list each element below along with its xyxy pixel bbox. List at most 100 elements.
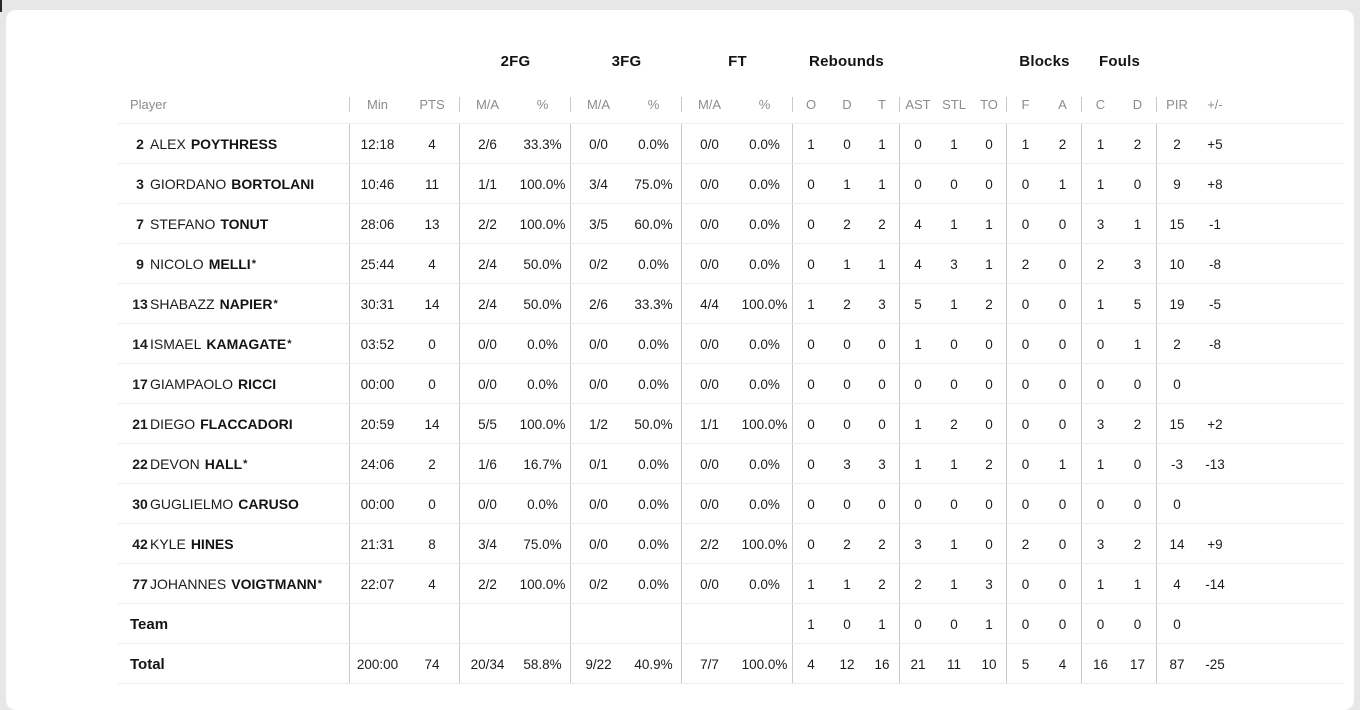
stat-plus-minus: -13 xyxy=(1205,456,1225,472)
player-first-name: STEFANO xyxy=(150,216,216,232)
stat-to: 1 xyxy=(972,604,1007,644)
stat-pts: 2 xyxy=(405,444,460,484)
player-cell[interactable]: 13 SHABAZZ NAPIER * xyxy=(124,284,350,324)
col-header-reb-d: D xyxy=(842,96,852,112)
stat-ft-ma: 0/0 xyxy=(700,136,719,152)
col-header-pts: PTS xyxy=(405,96,460,112)
stat-min: 21:31 xyxy=(360,536,395,552)
stat-to: 0 xyxy=(972,524,1007,564)
stat-reb-o: 0 xyxy=(807,376,815,392)
stat-blocks-f: 0 xyxy=(1021,176,1030,192)
stat-fouls-d: 2 xyxy=(1119,124,1157,164)
stat-fouls-c: 16 xyxy=(1092,656,1109,672)
stat-blocks-a: 0 xyxy=(1044,524,1082,564)
stat-2fg-pct: 100.0% xyxy=(515,164,571,204)
stat-ast: 1 xyxy=(914,456,922,472)
player-number: 30 xyxy=(132,496,148,512)
stat-min: 00:00 xyxy=(360,376,395,392)
stat-stl: 3 xyxy=(950,256,958,272)
stat-fouls-c: 3 xyxy=(1096,216,1105,232)
player-number: 17 xyxy=(132,376,148,392)
stat-3fg-pct xyxy=(626,604,682,644)
player-cell[interactable]: 17 GIAMPAOLO RICCI xyxy=(124,364,350,404)
stat-to: 0 xyxy=(972,364,1007,404)
stat-pir: 15 xyxy=(1169,416,1185,432)
stat-stl: 1 xyxy=(950,136,958,152)
stat-min: 200:00 xyxy=(356,656,399,672)
stat-2fg-ma: 2/4 xyxy=(478,256,497,272)
group-header-rebounds: Rebounds xyxy=(809,52,884,70)
stat-2fg-ma xyxy=(460,604,515,644)
stat-3fg-pct: 0.0% xyxy=(626,324,682,364)
stat-fouls-d: 0 xyxy=(1119,604,1157,644)
starter-asterisk: * xyxy=(273,297,278,310)
player-cell[interactable]: 7 STEFANO TONUT xyxy=(124,204,350,244)
box-score-card: 2FG 3FG FT Rebounds Blocks Fouls Player … xyxy=(6,10,1354,710)
stat-min: 22:07 xyxy=(360,576,395,592)
stat-ft-pct: 100.0% xyxy=(737,404,793,444)
stat-blocks-a: 2 xyxy=(1044,124,1082,164)
player-cell[interactable]: 42 KYLE HINES xyxy=(124,524,350,564)
stat-ft-pct: 0.0% xyxy=(737,484,793,524)
stat-blocks-a: 0 xyxy=(1044,364,1082,404)
player-cell[interactable]: 2 ALEX POYTHRESS xyxy=(124,124,350,164)
stat-pir: -3 xyxy=(1170,456,1183,472)
stat-2fg-ma: 0/0 xyxy=(478,496,497,512)
stat-blocks-a: 0 xyxy=(1044,564,1082,604)
stat-ast: 0 xyxy=(914,376,922,392)
stat-reb-o: 0 xyxy=(807,496,815,512)
player-number: 22 xyxy=(132,456,148,472)
player-last-name: BORTOLANI xyxy=(231,176,315,192)
stat-plus-minus: +9 xyxy=(1207,536,1223,552)
player-first-name: KYLE xyxy=(150,536,186,552)
player-cell[interactable]: 77 JOHANNES VOIGTMANN * xyxy=(124,564,350,604)
stat-to: 3 xyxy=(972,564,1007,604)
table-row: 2 ALEX POYTHRESS 12:18 4 2/6 33.3% 0/0 0.0… xyxy=(118,124,1354,164)
stat-stl: 2 xyxy=(950,416,958,432)
stat-fouls-c: 1 xyxy=(1096,136,1105,152)
window-edge-mark xyxy=(0,0,2,12)
player-cell[interactable]: 21 DIEGO FLACCADORI xyxy=(124,404,350,444)
player-cell[interactable]: 30 GUGLIELMO CARUSO xyxy=(124,484,350,524)
stat-to: 0 xyxy=(972,484,1007,524)
stat-to: 0 xyxy=(972,324,1007,364)
group-header-blocks: Blocks xyxy=(1019,52,1070,70)
stat-3fg-ma: 0/0 xyxy=(589,496,608,512)
stat-to: 0 xyxy=(972,164,1007,204)
stat-3fg-pct: 0.0% xyxy=(626,244,682,284)
player-last-name: NAPIER xyxy=(219,296,273,312)
player-cell[interactable]: 9 NICOLO MELLI * xyxy=(124,244,350,284)
stat-reb-o: 1 xyxy=(807,616,815,632)
stat-blocks-a: 0 xyxy=(1044,244,1082,284)
col-header-to: TO xyxy=(972,96,1007,112)
col-header-ft-pct: % xyxy=(737,96,793,112)
stat-reb-t: 0 xyxy=(865,484,900,524)
stat-2fg-ma: 1/1 xyxy=(478,176,497,192)
stat-pts: 0 xyxy=(405,364,460,404)
stat-3fg-ma xyxy=(571,604,626,644)
player-cell[interactable]: 14 ISMAEL KAMAGATE * xyxy=(124,324,350,364)
stat-3fg-ma: 0/0 xyxy=(589,536,608,552)
stat-pts: 11 xyxy=(405,164,460,204)
player-number: 21 xyxy=(132,416,148,432)
table-row: 21 DIEGO FLACCADORI 20:59 14 5/5 100.0% 1/… xyxy=(118,404,1354,444)
stat-plus-minus: +8 xyxy=(1207,176,1223,192)
stat-ft-ma: 0/0 xyxy=(700,376,719,392)
player-cell[interactable]: 3 GIORDANO BORTOLANI xyxy=(124,164,350,204)
stat-fouls-c: 1 xyxy=(1096,176,1105,192)
stat-reb-d: 0 xyxy=(843,136,851,152)
stat-blocks-a: 0 xyxy=(1044,404,1082,444)
col-header-plus-minus: +/- xyxy=(1207,96,1223,112)
table-row: 3 GIORDANO BORTOLANI 10:46 11 1/1 100.0% 3… xyxy=(118,164,1354,204)
stat-to: 1 xyxy=(972,204,1007,244)
stat-min: 03:52 xyxy=(360,336,395,352)
player-cell[interactable]: 22 DEVON HALL * xyxy=(124,444,350,484)
stat-fouls-c: 1 xyxy=(1096,456,1105,472)
stat-3fg-ma: 1/2 xyxy=(589,416,608,432)
player-number: 42 xyxy=(132,536,148,552)
stat-reb-t: 16 xyxy=(865,644,900,684)
stat-ft-pct: 0.0% xyxy=(737,444,793,484)
stat-ft-ma: 0/0 xyxy=(700,216,719,232)
stat-2fg-ma: 0/0 xyxy=(478,336,497,352)
stat-reb-t: 2 xyxy=(865,524,900,564)
